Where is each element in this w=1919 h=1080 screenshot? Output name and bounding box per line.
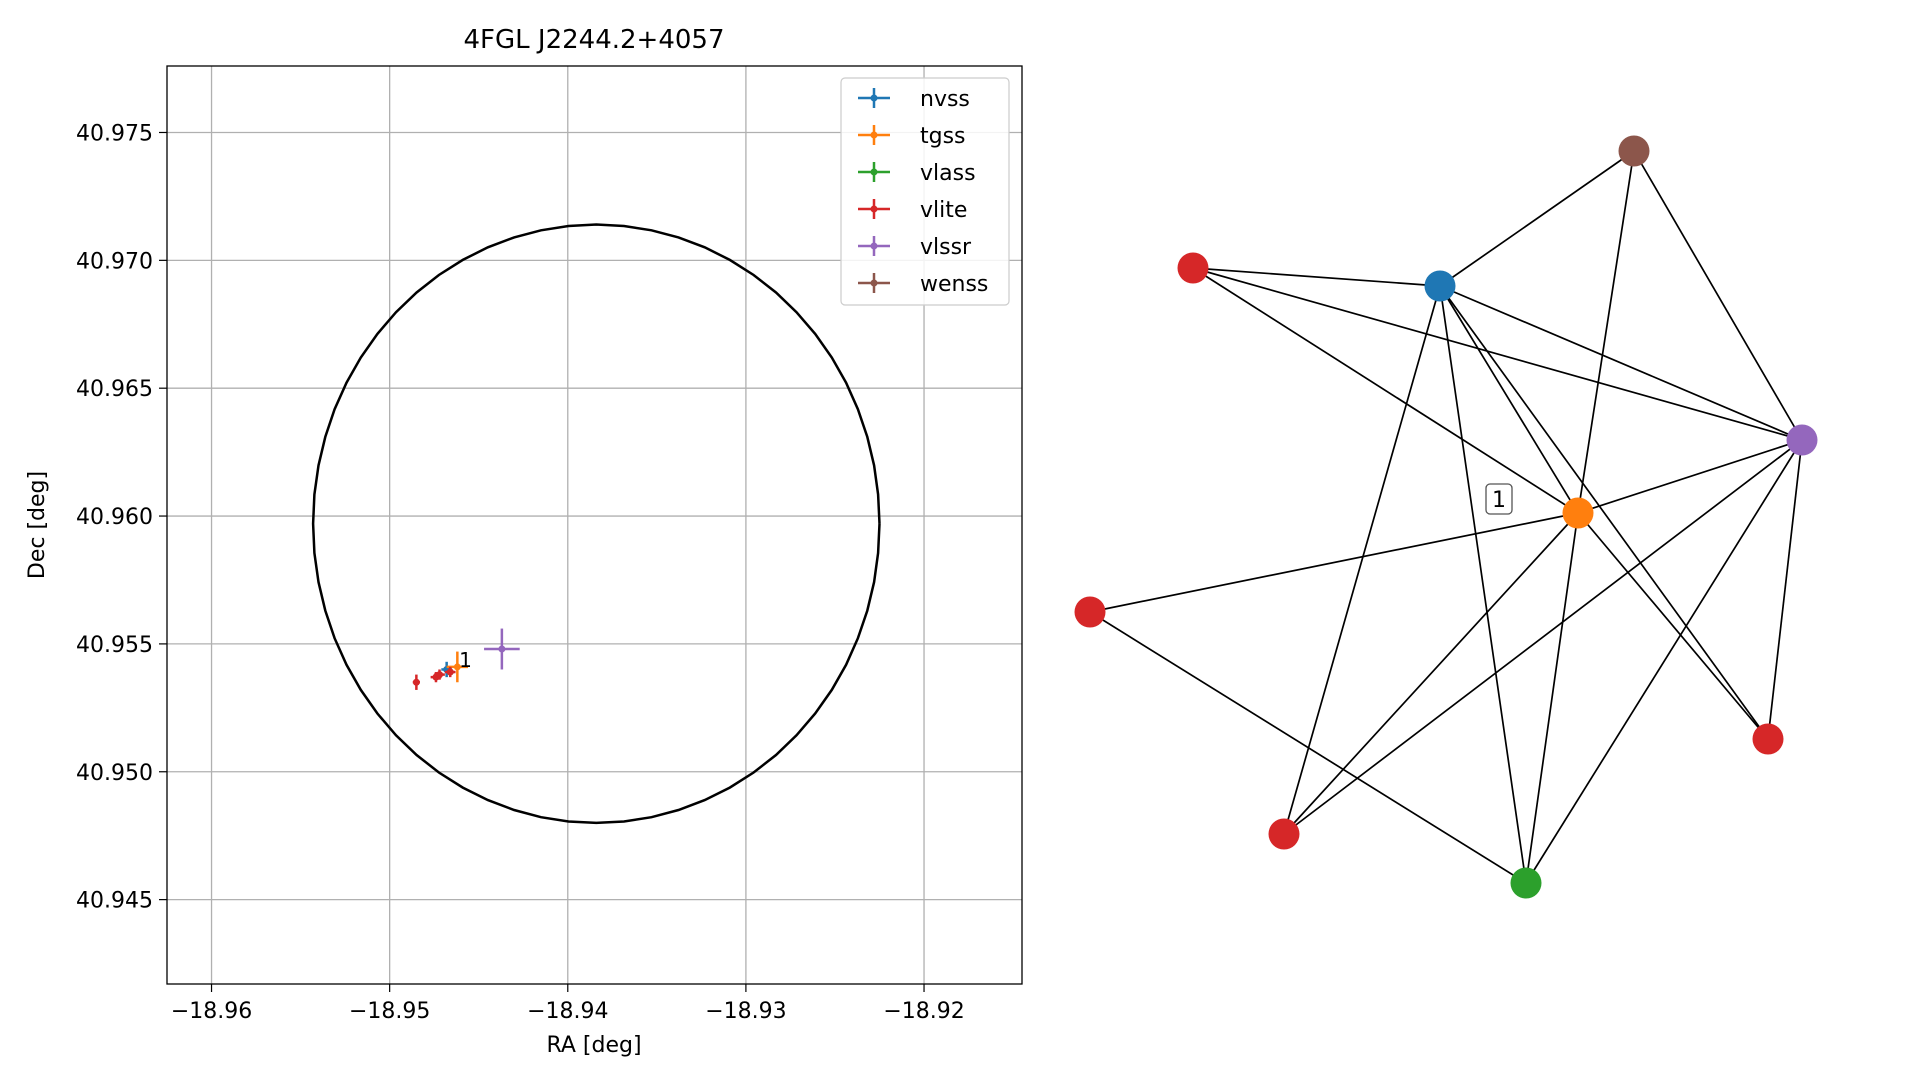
x-tick-label: −18.94: [527, 999, 608, 1024]
network-edge: [1767, 439, 1803, 740]
network-edge: [1439, 150, 1635, 287]
legend-entry-tgss: tgss: [858, 124, 966, 149]
network-edge: [1439, 285, 1769, 740]
network-edge: [1525, 439, 1803, 884]
legend-label: vlssr: [920, 235, 972, 260]
x-axis-label: RA [deg]: [546, 1033, 641, 1058]
point-vlite: [412, 674, 420, 690]
legend-entry-vlssr: vlssr: [858, 235, 972, 260]
network-label-text: 1: [1492, 488, 1506, 513]
network-node-red_bottom: [1268, 818, 1300, 850]
y-tick-label: 40.965: [76, 377, 153, 402]
legend-entry-vlite: vlite: [858, 198, 967, 223]
legend-label: vlite: [920, 198, 967, 223]
legend-label: nvss: [920, 87, 970, 112]
network-edge: [1439, 285, 1803, 441]
error-circle: [311, 223, 881, 825]
legend-frame: [840, 77, 1010, 306]
legend-label: vlass: [920, 161, 976, 186]
y-tick-label: 40.955: [76, 633, 153, 658]
x-tick-label: −18.92: [883, 999, 964, 1024]
y-tick-label: 40.970: [76, 249, 153, 274]
edges-layer: [1089, 150, 1803, 884]
y-tick-label: 40.945: [76, 889, 153, 914]
x-axis-ticks: −18.96 −18.95 −18.94 −18.93 −18.92: [171, 984, 965, 1024]
legend-label: tgss: [920, 124, 966, 149]
network-edge: [1439, 285, 1527, 884]
legend-entry-wenss: wenss: [858, 272, 988, 297]
network-edge: [1192, 267, 1441, 287]
network-edge: [1577, 150, 1635, 514]
points-layer: [412, 628, 520, 690]
legend-entry-nvss: nvss: [858, 87, 970, 112]
network-edge: [1192, 267, 1579, 514]
legend-label: wenss: [920, 272, 988, 297]
marker: [436, 671, 444, 679]
legend: nvss tgss vlass vlite vlssr wenss: [840, 77, 1010, 306]
scatter-panel: 4FGL J2244.2+4057 1 −18.96 −18.95 −18.94 −1…: [25, 25, 1023, 1058]
plot-frame: [166, 65, 1023, 985]
circle-layer: [311, 223, 881, 825]
nodes-layer: [1074, 135, 1818, 899]
network-edge: [1089, 512, 1579, 613]
x-tick-label: −18.93: [705, 999, 786, 1024]
network-node-orange: [1562, 497, 1594, 529]
network-edge: [1577, 512, 1769, 740]
plot-title: 4FGL J2244.2+4057: [464, 25, 725, 55]
legend-swatch-marker: [870, 279, 878, 287]
legend-swatch-marker: [870, 94, 878, 102]
grid-layer: [167, 66, 1022, 984]
network-edge: [1283, 512, 1579, 835]
point-annotation: 1: [459, 648, 472, 672]
marker: [498, 645, 506, 653]
network-edge: [1525, 512, 1579, 884]
x-tick-label: −18.96: [171, 999, 252, 1024]
network-edge: [1577, 439, 1803, 514]
marker: [453, 663, 461, 671]
network-edge: [1089, 611, 1527, 884]
network-edge: [1283, 285, 1441, 835]
network-node-green: [1510, 867, 1542, 899]
marker: [446, 668, 454, 676]
network-node-red_right: [1752, 723, 1784, 755]
legend-swatch-marker: [870, 242, 878, 250]
network-panel: 1: [1074, 135, 1818, 899]
y-tick-label: 40.975: [76, 121, 153, 146]
point-vlite: [434, 669, 445, 680]
y-axis-label: Dec [deg]: [25, 471, 50, 579]
legend-entries: nvss tgss vlass vlite vlssr wenss: [858, 87, 988, 297]
network-node-purple: [1786, 424, 1818, 456]
legend-swatch-marker: [870, 168, 878, 176]
y-tick-label: 40.960: [76, 505, 153, 530]
network-edge: [1439, 285, 1579, 514]
legend-swatch-marker: [870, 205, 878, 213]
network-label-box: 1: [1485, 483, 1513, 515]
network-node-blue: [1424, 270, 1456, 302]
y-tick-label: 40.950: [76, 761, 153, 786]
network-edge: [1192, 267, 1803, 441]
marker: [412, 678, 420, 686]
y-axis-ticks: 40.945 40.950 40.955 40.960 40.965 40.970 40.9…: [76, 121, 167, 914]
network-node-red_left: [1074, 596, 1106, 628]
legend-swatch-marker: [870, 131, 878, 139]
network-edge: [1283, 439, 1803, 835]
x-tick-label: −18.95: [349, 999, 430, 1024]
legend-entry-vlass: vlass: [858, 161, 976, 186]
annotation-layer: 1: [459, 648, 472, 672]
network-node-brown: [1618, 135, 1650, 167]
network-edge: [1633, 150, 1803, 441]
point-vlite: [444, 666, 456, 678]
point-vlssr: [484, 628, 520, 670]
network-node-red_top: [1177, 252, 1209, 284]
